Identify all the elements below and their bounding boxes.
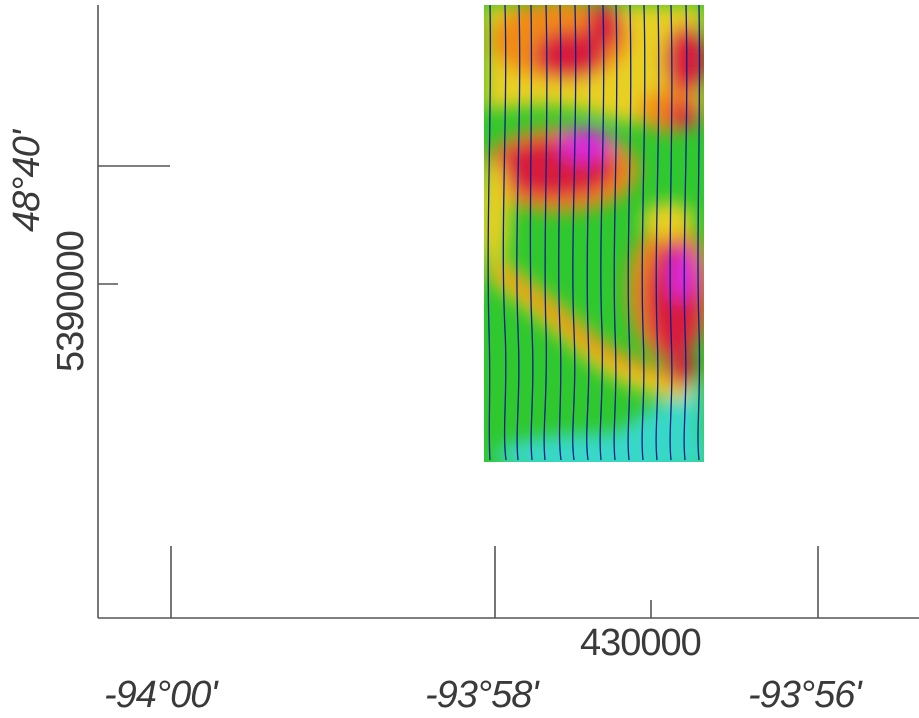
map-axes: [97, 5, 919, 619]
latitude-label: 48°40': [6, 131, 48, 232]
anomaly-grid: [484, 5, 704, 462]
flight-lines: [487, 5, 701, 461]
utm-easting-label: 430000: [580, 622, 702, 664]
utm-northing-label: 5390000: [50, 231, 92, 372]
longitude-label: -93°58': [425, 674, 539, 716]
longitude-label: -93°56': [748, 674, 862, 716]
longitude-label: -94°00': [104, 674, 218, 716]
